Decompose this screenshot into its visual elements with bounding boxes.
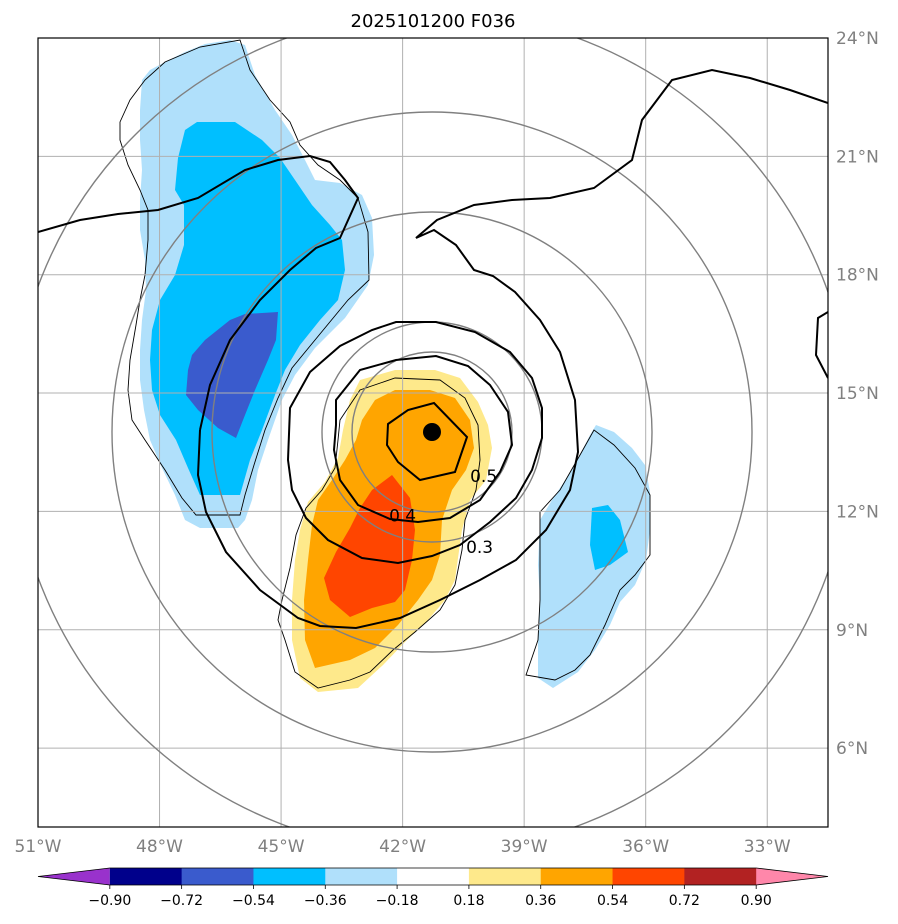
fill-pos-054-center bbox=[324, 475, 415, 617]
contour-0-5 bbox=[385, 401, 469, 482]
colorbar-tick-label: −0.72 bbox=[160, 893, 203, 909]
contour-0-4 bbox=[332, 354, 514, 524]
contour-0-2b bbox=[196, 68, 828, 630]
colorbar-segment bbox=[468, 868, 542, 885]
contour-edge-east bbox=[814, 311, 828, 379]
lat-tick-label: 18°N bbox=[836, 266, 879, 286]
outline-east bbox=[525, 429, 651, 681]
colorbar-segment bbox=[397, 868, 470, 885]
outline-west bbox=[119, 39, 370, 516]
colorbar-extend-high bbox=[756, 868, 828, 885]
colorbar: −0.90 −0.72 −0.54 −0.36 −0.18 0.18 0.36 0.54 0.7… bbox=[37, 867, 829, 909]
lon-tick-labels: 51°W 48°W 45°W 42°W 39°W 36°W 33°W bbox=[15, 837, 791, 857]
lat-tick-label: 24°N bbox=[836, 29, 879, 49]
colorbar-tick-label: 0.36 bbox=[525, 893, 556, 909]
colorbar-tick-label: 0.54 bbox=[597, 893, 628, 909]
lat-tick-label: 12°N bbox=[836, 502, 879, 522]
fill-neg-036-east bbox=[590, 505, 628, 570]
lon-tick-label: 51°W bbox=[15, 837, 62, 857]
colorbar-segment bbox=[684, 868, 757, 885]
lat-tick-label: 6°N bbox=[836, 739, 868, 759]
colorbar-segment bbox=[325, 868, 398, 885]
colorbar-tick-label: −0.54 bbox=[232, 893, 275, 909]
colorbar-tick-label: −0.36 bbox=[304, 893, 347, 909]
colorbar-tick-label: 0.72 bbox=[669, 893, 700, 909]
colorbar-segment bbox=[540, 868, 614, 885]
lon-tick-label: 33°W bbox=[744, 837, 791, 857]
lon-tick-label: 42°W bbox=[379, 837, 426, 857]
colorbar-tick-label: −0.90 bbox=[88, 893, 131, 909]
storm-center-marker bbox=[423, 423, 441, 441]
lon-tick-label: 45°W bbox=[258, 837, 305, 857]
thick-contours bbox=[38, 68, 828, 630]
colorbar-segment bbox=[109, 868, 183, 885]
lat-tick-label: 21°N bbox=[836, 147, 879, 167]
outline-center bbox=[277, 377, 481, 689]
colorbar-segment bbox=[181, 868, 254, 885]
lon-tick-label: 39°W bbox=[501, 837, 548, 857]
fill-neg-054-west bbox=[186, 312, 278, 438]
colorbar-tick-label: −0.18 bbox=[376, 893, 419, 909]
contour-label: 0.4 bbox=[389, 506, 416, 526]
contour-label: 0.3 bbox=[466, 538, 493, 558]
contour-0-3 bbox=[286, 321, 543, 565]
lon-tick-label: 36°W bbox=[622, 837, 669, 857]
colorbar-extend-low bbox=[38, 868, 110, 885]
lat-tick-labels: 6°N 9°N 12°N 15°N 18°N 21°N 24°N bbox=[836, 29, 879, 759]
colorbar-segment bbox=[612, 868, 685, 885]
lat-tick-label: 9°N bbox=[836, 621, 868, 641]
lat-tick-label: 15°N bbox=[836, 384, 879, 404]
contour-0-2 bbox=[38, 154, 360, 431]
map-frame bbox=[37, 37, 829, 828]
map-area: 0.5 0.4 0.3 bbox=[38, 38, 828, 827]
lon-tick-label: 48°W bbox=[136, 837, 183, 857]
colorbar-segment bbox=[253, 868, 326, 885]
contour-labels: 0.5 0.4 0.3 bbox=[389, 467, 497, 558]
gridlines bbox=[38, 38, 828, 827]
contour-label: 0.5 bbox=[470, 467, 497, 487]
chart-title: 2025101200 F036 bbox=[351, 11, 516, 32]
colorbar-tick-label: 0.18 bbox=[453, 893, 484, 909]
colorbar-tick-label: 0.90 bbox=[741, 893, 772, 909]
